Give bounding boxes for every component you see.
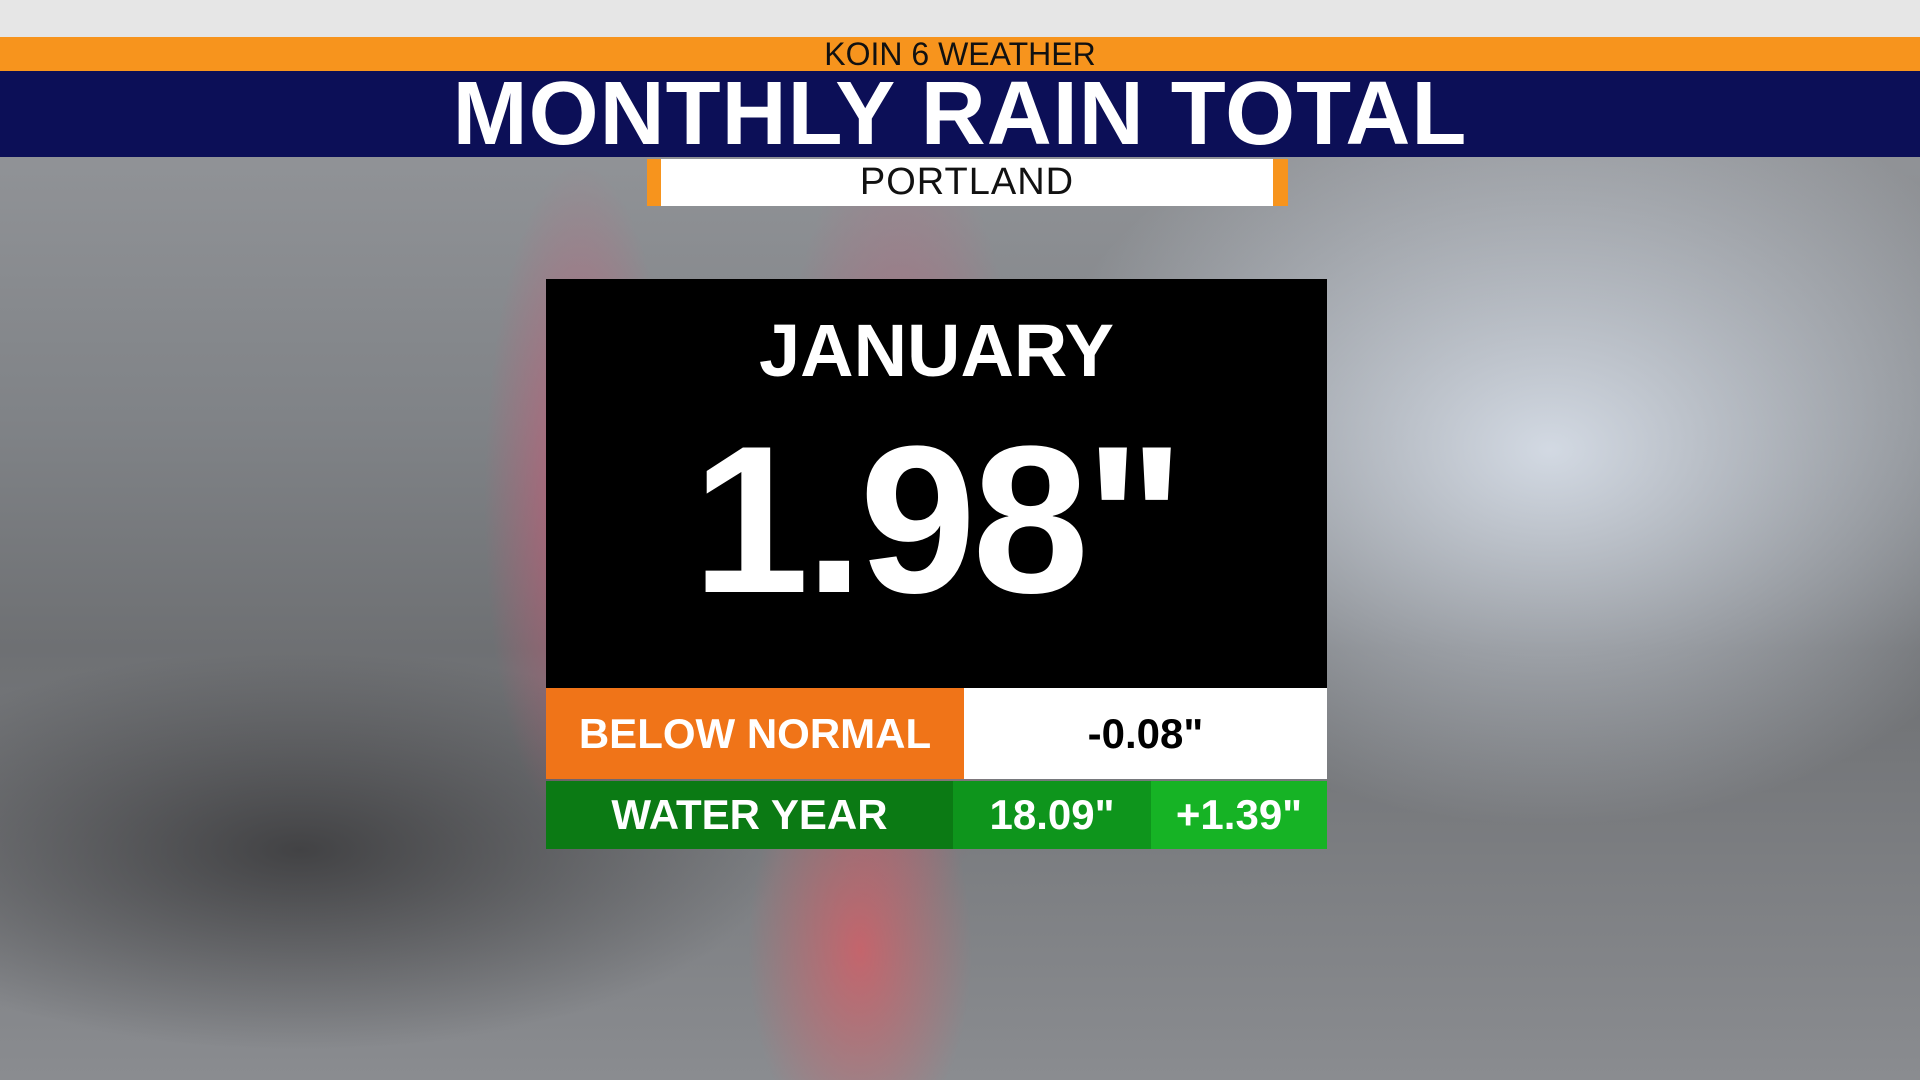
location: PORTLAND	[661, 159, 1273, 206]
water-year-value: 18.09"	[953, 781, 1151, 849]
brand-bar: KOIN 6 WEATHER	[0, 36, 1920, 72]
panel	[546, 279, 1327, 688]
water-year-departure: +1.39"	[1151, 781, 1327, 849]
total: 1.98"	[692, 402, 1184, 637]
below-normal-value: -0.08"	[964, 688, 1327, 779]
title-bar: MONTHLY RAIN TOTAL	[0, 64, 1920, 164]
water-year-label: WATER YEAR	[546, 781, 953, 849]
month: JANUARY	[759, 308, 1114, 392]
below-normal-label: BELOW NORMAL	[546, 688, 964, 779]
top-strip	[0, 0, 1920, 37]
